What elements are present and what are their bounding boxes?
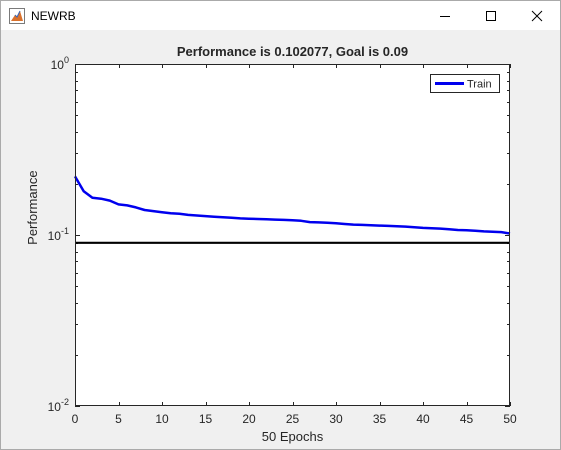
window-controls (422, 1, 560, 30)
y-tick-exponent: -1 (61, 226, 69, 236)
y-tick-base: 10 (48, 400, 62, 414)
close-button[interactable] (514, 1, 560, 30)
x-tick-label: 10 (155, 412, 169, 426)
x-tick-label: 25 (286, 412, 300, 426)
legend-label-train: Train (467, 79, 492, 91)
matlab-figure-icon (9, 7, 25, 24)
y-tick-exponent: -2 (61, 397, 69, 407)
title-bar[interactable]: NEWRB (1, 1, 560, 30)
series-group (73, 175, 511, 244)
maximize-icon (486, 10, 496, 21)
y-tick-base: 10 (48, 229, 62, 243)
legend[interactable]: Train (430, 74, 500, 93)
x-tick-label: 45 (460, 412, 474, 426)
x-tick-label: 5 (115, 412, 122, 426)
x-axis-label: 50 Epochs (262, 429, 324, 444)
y-axis-label: Performance (25, 170, 40, 244)
axes-background (75, 64, 510, 406)
x-tick-label: 20 (242, 412, 256, 426)
legend-box (430, 74, 500, 93)
series-line-train (73, 175, 511, 235)
minimize-button[interactable] (422, 1, 468, 30)
window-title: NEWRB (31, 8, 76, 23)
close-icon (531, 10, 543, 21)
x-tick-labels: 0 5 10 15 20 25 30 35 40 45 50 (72, 412, 517, 426)
y-tick-exponent: 0 (64, 55, 69, 65)
x-tick-label: 35 (373, 412, 387, 426)
y-tick-label: 100 (51, 55, 69, 72)
y-tick-label: 10-1 (48, 226, 69, 243)
x-tick-label: 50 (503, 412, 517, 426)
y-tick-label: 10-2 (48, 397, 69, 414)
maximize-button[interactable] (468, 1, 514, 30)
figure-area: 0 5 10 15 20 25 30 35 40 45 50 10-2 10-1 100 Perform… (1, 30, 560, 449)
minimize-icon (440, 15, 450, 17)
y-tick-base: 10 (51, 58, 65, 72)
chart-title: Performance is 0.102077, Goal is 0.09 (177, 44, 408, 59)
x-tick-label: 0 (72, 412, 79, 426)
axes-frame (75, 64, 510, 406)
x-tick-label: 30 (329, 412, 343, 426)
x-tick-label: 15 (199, 412, 213, 426)
x-tick-label: 40 (416, 412, 430, 426)
